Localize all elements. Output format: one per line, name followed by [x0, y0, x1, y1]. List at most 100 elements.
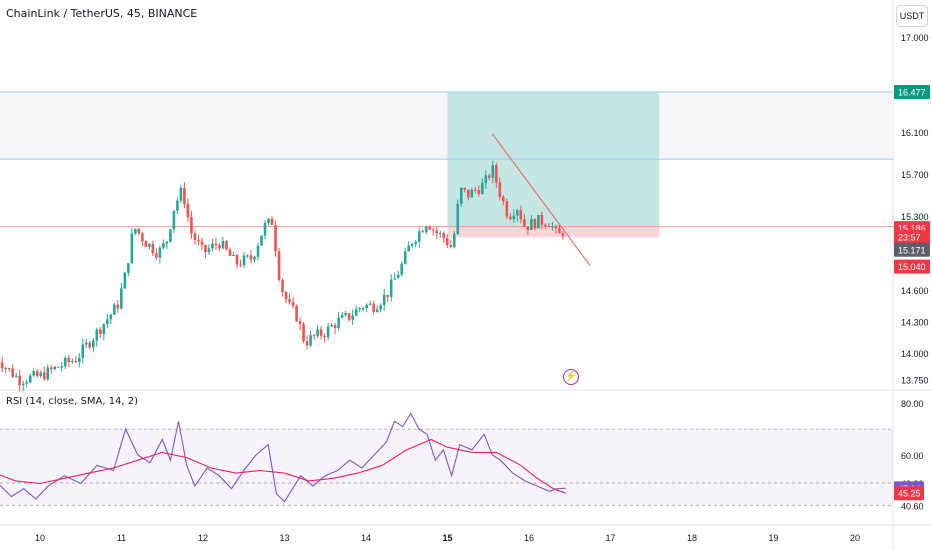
candle-body: [421, 231, 425, 233]
candle-body: [106, 319, 109, 325]
currency-unit-button[interactable]: USDT: [896, 5, 928, 27]
candle-body: [431, 229, 435, 231]
descending-trendline[interactable]: [491, 133, 591, 266]
candle-body: [197, 240, 200, 242]
candle-body: [277, 251, 281, 280]
candle-body: [281, 279, 284, 293]
candle-body: [361, 308, 365, 310]
candle-body: [53, 366, 57, 370]
price-badge: [894, 230, 930, 245]
candle-body: [445, 238, 449, 246]
candle-body: [49, 367, 53, 370]
time-tick-label: 17: [605, 533, 615, 543]
price-tick-label: 14.600: [901, 286, 929, 296]
candle-body: [410, 243, 414, 246]
candle-body: [63, 357, 67, 367]
candle-body: [488, 175, 491, 178]
candle-body: [337, 317, 340, 329]
candle-body: [403, 251, 407, 264]
candle-body: [449, 245, 453, 248]
rsi-moving-average: [0, 438, 566, 494]
candle-body: [284, 292, 288, 300]
candle-body: [42, 372, 46, 380]
candle-body: [127, 263, 130, 273]
candle-body: [309, 335, 312, 346]
stop-zone[interactable]: [447, 226, 660, 238]
candle-body: [561, 233, 565, 237]
time-tick-label: 18: [687, 533, 697, 543]
candle-body: [169, 229, 172, 242]
candle-body: [88, 342, 92, 348]
candle-body: [319, 329, 323, 336]
price-badge-label: 23:57: [898, 233, 921, 243]
candle-body: [4, 368, 7, 370]
price-badge: [894, 259, 930, 274]
candle-body: [137, 228, 141, 234]
candle-body: [158, 247, 162, 258]
rsi-badge-label: 45.25: [898, 489, 921, 499]
candle-body: [21, 383, 25, 386]
candle-body: [14, 375, 18, 377]
candle-body: [39, 372, 43, 377]
candle-body: [288, 299, 291, 303]
candle-body: [11, 368, 14, 377]
candle-body: [256, 245, 260, 257]
rsi-band-fill: [0, 429, 893, 506]
candle-body: [172, 210, 176, 230]
candle-body: [190, 217, 193, 234]
candle-body: [312, 335, 316, 337]
candle-body: [228, 249, 232, 256]
candle-body: [428, 227, 432, 230]
candle-body: [225, 240, 228, 250]
candle-body: [274, 225, 277, 252]
candle-body: [435, 230, 439, 234]
candle-body: [305, 341, 309, 346]
candle-body: [141, 233, 144, 242]
price-badge-label: 15.186: [898, 224, 926, 234]
candle-body: [533, 219, 537, 229]
candle-body: [386, 294, 389, 297]
price-badge-label: 16.477: [898, 88, 926, 98]
candle-body: [358, 308, 361, 310]
candle-body: [396, 274, 400, 279]
candle-body: [165, 241, 169, 244]
price-tick-label: 15.700: [901, 170, 929, 180]
candle-body: [551, 226, 554, 228]
candle-body: [291, 302, 295, 306]
candle-body: [144, 241, 148, 247]
candle-body: [414, 241, 418, 244]
candle-body: [526, 226, 530, 230]
rsi-value-badge: [894, 486, 924, 501]
price-tick-label: 13.750: [901, 375, 929, 385]
candle-body: [81, 344, 85, 358]
candle-body: [523, 219, 526, 227]
candle-body: [60, 366, 64, 368]
candle-body: [382, 294, 386, 306]
candle-body: [218, 245, 221, 249]
candle-body: [28, 375, 32, 383]
time-tick-label: 14: [361, 533, 371, 543]
candle-body: [204, 244, 207, 253]
candle-body: [459, 187, 463, 204]
candle-body: [484, 175, 488, 184]
candle-body: [333, 325, 337, 329]
time-tick-label: 12: [198, 533, 208, 543]
range-box: [0, 92, 893, 160]
candle-body: [544, 224, 547, 227]
candle-body: [70, 360, 74, 363]
candle-body: [77, 357, 81, 363]
candle-body: [253, 256, 256, 260]
time-tick-label: 11: [117, 533, 126, 543]
candle-body: [323, 335, 326, 338]
lightning-icon[interactable]: ⚡: [563, 369, 579, 385]
candle-body: [365, 304, 368, 309]
candle-body: [491, 165, 495, 178]
candle-body: [99, 329, 102, 335]
candle-body: [481, 183, 484, 195]
candle-body: [477, 190, 481, 195]
rsi-line: [0, 412, 566, 503]
candle-body: [246, 255, 249, 257]
candle-body: [330, 325, 333, 327]
candle-body: [155, 253, 158, 258]
